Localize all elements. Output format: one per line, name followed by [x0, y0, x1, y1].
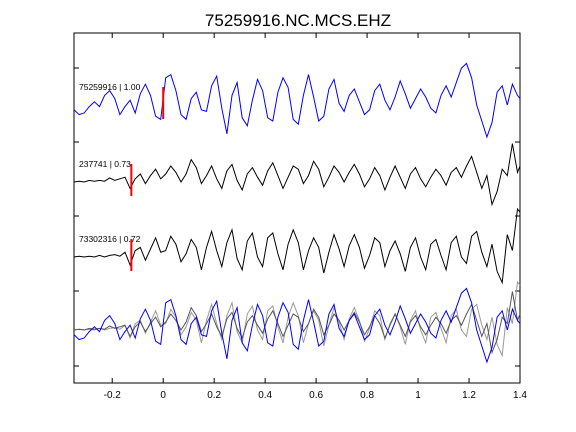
x-tick-label: 1.4 — [513, 390, 527, 401]
trace-label-1: 75259916 | 1.00 — [79, 82, 141, 92]
waveform-trace-3 — [73, 207, 521, 285]
x-axis-ticks: -0.2 0 0.2 0.4 0.6 0.8 1 1.2 1.4 — [104, 33, 527, 401]
x-tick-label: 1 — [415, 390, 421, 401]
y-axis-ticks — [74, 32, 520, 367]
x-tick-label: 0.4 — [258, 390, 272, 401]
plot-area-frame — [73, 32, 521, 384]
trace-label-3: 73302316 | 0.72 — [79, 234, 141, 244]
x-tick-label: 1.2 — [462, 390, 476, 401]
x-tick-label: 0.8 — [360, 390, 374, 401]
x-tick-label: 0.2 — [207, 390, 221, 401]
x-tick-label: 0 — [160, 390, 166, 401]
waveform-trace-1 — [73, 62, 521, 139]
trace-layer — [73, 62, 521, 285]
overlay-layer — [73, 280, 521, 364]
x-tick-label: -0.2 — [104, 390, 122, 401]
waveform-trace-2 — [73, 143, 521, 207]
trace-label-2: 237741 | 0.73 — [79, 159, 131, 169]
overlay-trace-2 — [73, 291, 521, 355]
chart-title: 75259916.NC.MCS.EHZ — [205, 11, 391, 30]
trace-label-layer: 75259916 | 1.00 237741 | 0.73 73302316 | 0… — [79, 82, 141, 244]
overlay-trace-1 — [73, 287, 521, 364]
x-tick-label: 0.6 — [309, 390, 323, 401]
